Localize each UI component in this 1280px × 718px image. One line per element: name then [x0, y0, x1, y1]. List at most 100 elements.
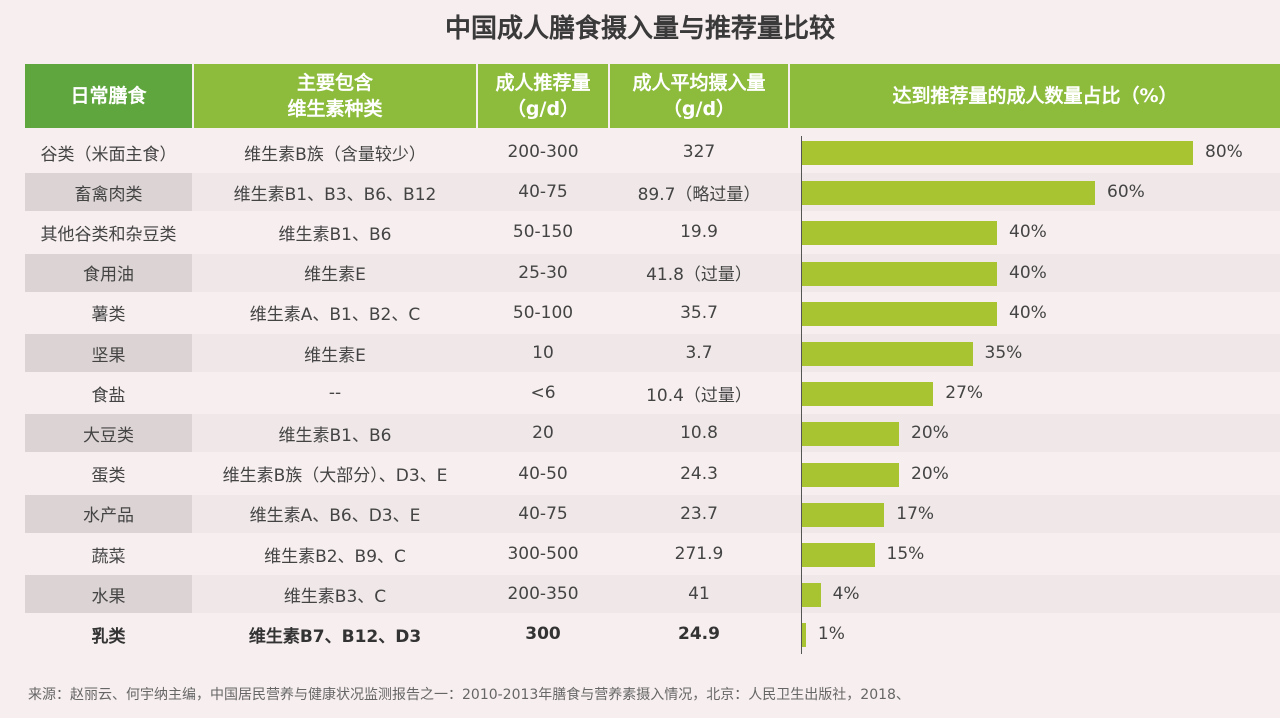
- table-row: 水果 维生素B3、C 200-350 41 4%: [25, 575, 1280, 614]
- source-note: 来源：赵丽云、何宇纳主编，中国居民营养与健康状况监测报告之一：2010-2013…: [28, 687, 910, 703]
- bar: [801, 502, 885, 527]
- bar-value-label: 80%: [1205, 142, 1243, 162]
- recommended-cell: 40-75: [518, 503, 568, 524]
- average-cell: 10.8: [680, 423, 718, 444]
- header-percentage: 达到推荐量的成人数量占比（%）: [790, 64, 1280, 128]
- vitamins-cell: --: [328, 383, 342, 404]
- vitamins-cell: 维生素B2、B9、C: [264, 546, 406, 567]
- recommended-cell: 50-150: [512, 222, 574, 243]
- food-cell: 水果: [25, 575, 192, 614]
- average-cell: 3.7: [685, 343, 713, 363]
- food-cell: 大豆类: [25, 414, 192, 453]
- food-cell: 畜禽肉类: [25, 173, 192, 212]
- food-cell: 谷类（米面主食）: [40, 144, 177, 165]
- bar: [801, 543, 875, 567]
- average-cell: 24.9: [678, 624, 720, 645]
- vitamins-cell: 维生素A、B6、D3、E: [249, 506, 421, 527]
- vitamins-cell: 维生素B7、B12、D3: [248, 626, 422, 647]
- recommended-cell: 50-100: [512, 302, 574, 323]
- food-cell: 乳类: [91, 626, 126, 647]
- header-vitamins-label: 主要包含 维生素种类: [287, 72, 383, 120]
- bar-value-label: 60%: [1107, 182, 1145, 203]
- table-row: 大豆类 维生素B1、B6 20 10.8 20%: [25, 414, 1280, 453]
- vitamins-cell: 维生素B1、B6: [278, 224, 392, 245]
- table-row: 薯类 维生素A、B1、B2、C 50-100 35.7 40%: [25, 294, 1280, 332]
- food-cell: 薯类: [91, 305, 126, 326]
- average-cell: 35.7: [680, 302, 718, 323]
- recommended-cell: 20: [532, 423, 554, 444]
- recommended-cell: 300: [525, 624, 561, 645]
- bar: [801, 181, 1095, 206]
- bar-value-label: 35%: [984, 343, 1023, 363]
- bar: [801, 462, 899, 487]
- table-row: 水产品 维生素A、B6、D3、E 40-75 23.7 17%: [25, 494, 1280, 533]
- food-cell: 蔬菜: [91, 546, 126, 567]
- vitamins-cell: 维生素B族（大部分）、D3、E: [222, 466, 448, 487]
- food-cell: 水产品: [25, 494, 192, 533]
- food-cell: 蛋类: [91, 466, 126, 487]
- average-cell: 41.8（过量）: [646, 265, 752, 286]
- header-recommended: 成人推荐量 （g/d）: [478, 64, 608, 128]
- recommended-cell: 300-500: [507, 544, 579, 564]
- bar-value-label: 40%: [1009, 302, 1047, 323]
- bar: [801, 342, 973, 366]
- average-cell: 41: [688, 584, 710, 605]
- average-cell: 10.4（过量）: [646, 385, 752, 406]
- recommended-cell: 40-75: [518, 182, 568, 203]
- vitamins-cell: 维生素B1、B6: [278, 425, 392, 446]
- table-row: 蛋类 维生素B族（大部分）、D3、E 40-50 24.3 20%: [25, 455, 1280, 493]
- bar-value-label: 40%: [1009, 222, 1047, 243]
- bar: [801, 221, 997, 246]
- average-cell: 19.9: [680, 222, 718, 243]
- bar-value-label: 4%: [832, 584, 860, 605]
- bar: [801, 301, 997, 326]
- bar: [801, 141, 1193, 165]
- food-cell: 其他谷类和杂豆类: [40, 224, 177, 245]
- bar-value-label: 27%: [945, 383, 984, 404]
- bar: [801, 623, 806, 648]
- average-cell: 89.7（略过量）: [637, 184, 761, 205]
- recommended-cell: 40-50: [518, 463, 568, 484]
- bar: [801, 583, 821, 608]
- bar-axis-line: [801, 136, 802, 654]
- food-cell: 坚果: [25, 334, 192, 372]
- recommended-cell: 200-350: [507, 584, 579, 605]
- table-row: 畜禽肉类 维生素B1、B3、B6、B12 40-75 89.7（略过量） 60%: [25, 173, 1280, 212]
- bar-value-label: 40%: [1009, 262, 1047, 283]
- table-row: 其他谷类和杂豆类 维生素B1、B6 50-150 19.9 40%: [25, 213, 1280, 251]
- vitamins-cell: 维生素B1、B3、B6、B12: [233, 184, 437, 205]
- average-cell: 24.3: [680, 463, 718, 484]
- recommended-cell: 10: [532, 343, 554, 363]
- header-average: 成人平均摄入量 （g/d）: [610, 64, 788, 128]
- header-recommended-label: 成人推荐量 （g/d）: [495, 72, 591, 120]
- table-row: 谷类（米面主食） 维生素B族（含量较少） 200-300 327 80%: [25, 133, 1280, 171]
- table-row: 食用油 维生素E 25-30 41.8（过量） 40%: [25, 253, 1280, 292]
- bar-value-label: 20%: [911, 423, 949, 444]
- vitamins-cell: 维生素E: [304, 265, 366, 286]
- header-food: 日常膳食: [25, 64, 192, 128]
- table-row: 蔬菜 维生素B2、B9、C 300-500 271.9 15%: [25, 535, 1280, 573]
- bar-value-label: 1%: [817, 624, 845, 645]
- food-cell: 食用油: [25, 253, 192, 292]
- bar: [801, 422, 899, 447]
- average-cell: 23.7: [680, 503, 718, 524]
- header-vitamins: 主要包含 维生素种类: [194, 64, 476, 128]
- average-cell: 327: [682, 142, 716, 162]
- food-cell: 食盐: [91, 385, 126, 406]
- vitamins-cell: 维生素B3、C: [283, 586, 387, 607]
- page-title: 中国成人膳食摄入量与推荐量比较: [444, 14, 835, 44]
- bar: [801, 261, 997, 286]
- bar: [801, 382, 934, 407]
- vitamins-cell: 维生素A、B1、B2、C: [249, 305, 421, 326]
- recommended-cell: <6: [530, 383, 556, 404]
- vitamins-cell: 维生素B族（含量较少）: [244, 144, 426, 165]
- table-row: 食盐 -- <6 10.4（过量） 27%: [25, 374, 1280, 412]
- recommended-cell: 25-30: [518, 262, 568, 283]
- table-row: 坚果 维生素E 10 3.7 35%: [25, 334, 1280, 372]
- header-food-label: 日常膳食: [70, 85, 147, 107]
- header-average-label: 成人平均摄入量 （g/d）: [632, 72, 766, 120]
- bar-value-label: 20%: [911, 463, 949, 484]
- vitamins-cell: 维生素E: [304, 345, 366, 366]
- table-row: 乳类 维生素B7、B12、D3 300 24.9 1%: [25, 615, 1280, 653]
- bar-value-label: 17%: [896, 503, 935, 524]
